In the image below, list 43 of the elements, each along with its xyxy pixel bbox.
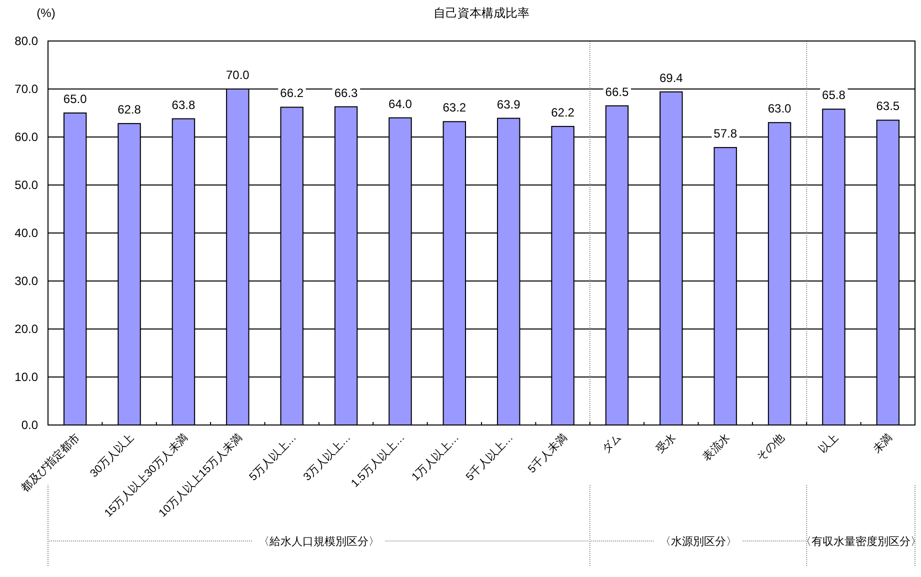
annotation: 〈水源別区分〉 [660, 536, 737, 548]
data-label: 62.8 [118, 102, 141, 117]
data-label: 66.3 [334, 86, 358, 100]
annotation: 〈有収水量密度別区分〉 [800, 536, 921, 548]
y-tick-label: 10.0 [14, 370, 38, 384]
y-tick-label: 0.0 [21, 418, 38, 432]
data-label: 63.8 [172, 98, 196, 112]
x-tick-label: 以上 [816, 432, 841, 456]
y-tick-label: 30.0 [14, 274, 38, 288]
data-label: 64.0 [388, 96, 412, 111]
title: 自己資本構成比率 [434, 6, 530, 20]
x-tick-label: ダム [600, 432, 624, 456]
x-tick-label: その他 [754, 432, 787, 464]
y-tick-label: 80.0 [14, 34, 38, 48]
x-tick-label: 都及び指定都市 [19, 432, 82, 495]
y-tick-label: 50.0 [14, 178, 38, 192]
data-label: 66.5 [605, 84, 629, 99]
y-tick-label: 40.0 [14, 226, 38, 240]
data-label: 57.8 [714, 126, 738, 141]
data-label: 63.5 [876, 99, 900, 114]
data-label: 65.8 [822, 88, 846, 102]
x-tick-label: 受水 [654, 432, 678, 456]
data-label: 62.2 [551, 105, 574, 120]
data-label: 63.0 [768, 102, 792, 116]
annotation: 〈給水人口規模別区分〉 [258, 536, 380, 548]
x-tick-label: 1.5万人以上… [349, 432, 408, 490]
x-tick-label: 5千人未満 [526, 432, 570, 476]
data-label: 63.2 [442, 100, 466, 115]
y-tick-label: 20.0 [14, 322, 38, 336]
x-tick-label: 1万人以上… [410, 432, 462, 484]
x-tick-label: 5千人以上… [464, 432, 516, 484]
data-label: 69.4 [659, 70, 683, 85]
data-label: 65.0 [63, 92, 87, 106]
x-tick-label: 5万人以上… [247, 432, 299, 484]
x-tick-label: 表流水 [700, 432, 732, 464]
y-tick-label: 70.0 [14, 82, 38, 96]
x-tick-label: 30万人以上 [88, 432, 136, 480]
y-tick-label: 60.0 [14, 130, 38, 144]
data-label: 63.9 [496, 97, 520, 112]
data-label: 70.0 [226, 68, 250, 82]
ylabel: (%) [36, 6, 56, 20]
data-label: 66.2 [280, 86, 304, 100]
x-tick-label: 未満 [870, 432, 896, 456]
